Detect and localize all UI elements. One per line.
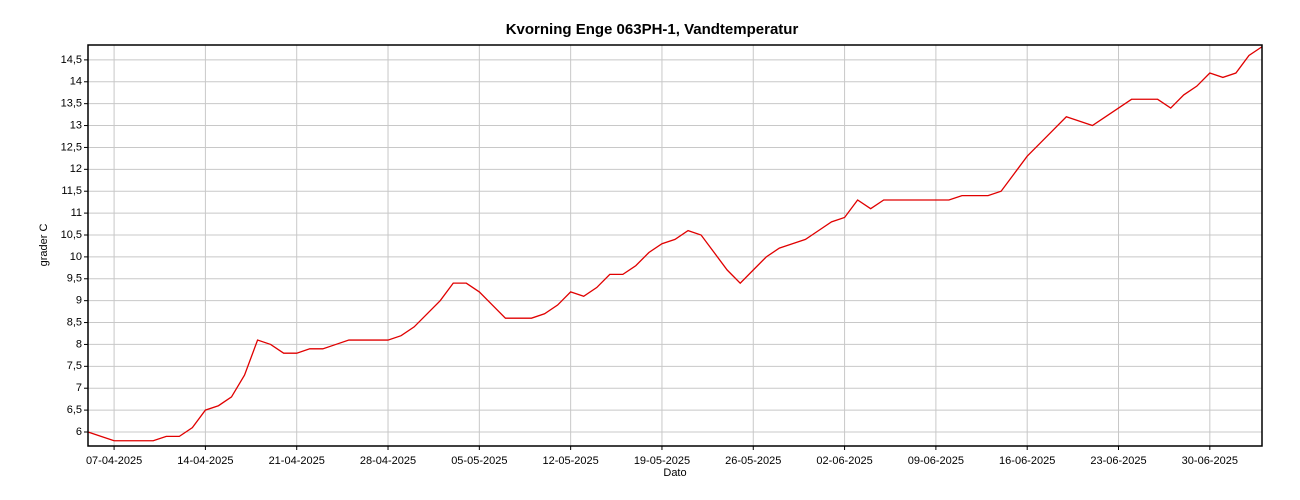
y-tick-label: 7 (76, 382, 82, 394)
data-line (87, 46, 1263, 442)
x-tick-label: 12-05-2025 (543, 455, 599, 467)
y-tick-label: 11,5 (61, 185, 82, 197)
x-tick-label: 14-04-2025 (177, 455, 233, 467)
y-tick-label: 6,5 (67, 404, 82, 416)
x-tick-label: 16-06-2025 (999, 455, 1055, 467)
x-tick-label: 21-04-2025 (269, 455, 325, 467)
y-tick-label: 14 (70, 76, 82, 88)
x-tick-label: 05-05-2025 (451, 455, 507, 467)
x-tick-label: 07-04-2025 (86, 455, 142, 467)
x-tick-label: 02-06-2025 (816, 455, 872, 467)
y-tick-label: 11 (71, 207, 82, 219)
x-tick-label: 23-06-2025 (1090, 455, 1146, 467)
y-tick-label: 6 (76, 426, 82, 438)
x-tick-label: 28-04-2025 (360, 455, 416, 467)
plot-frame (87, 44, 1263, 447)
x-axis-label: Dato (663, 467, 686, 479)
y-tick-label: 14,5 (61, 54, 82, 66)
y-tick-label: 12 (70, 163, 82, 175)
y-tick-label: 10 (70, 251, 82, 263)
y-tick-label: 13 (70, 119, 82, 131)
x-tick-label: 19-05-2025 (634, 455, 690, 467)
x-tick-label: 30-06-2025 (1182, 455, 1238, 467)
y-tick-label: 9 (76, 295, 82, 307)
y-tick-label: 10,5 (61, 229, 82, 241)
y-tick-label: 13,5 (61, 98, 82, 110)
y-tick-label: 8,5 (67, 316, 82, 328)
x-tick-label: 26-05-2025 (725, 455, 781, 467)
y-tick-label: 9,5 (67, 273, 82, 285)
y-tick-label: 12,5 (61, 141, 82, 153)
y-tick-label: 7,5 (67, 360, 82, 372)
y-axis-label: grader C (38, 224, 50, 267)
x-tick-label: 09-06-2025 (908, 455, 964, 467)
chart-title: Kvorning Enge 063PH-1, Vandtemperatur (506, 21, 799, 38)
y-tick-label: 8 (76, 338, 82, 350)
